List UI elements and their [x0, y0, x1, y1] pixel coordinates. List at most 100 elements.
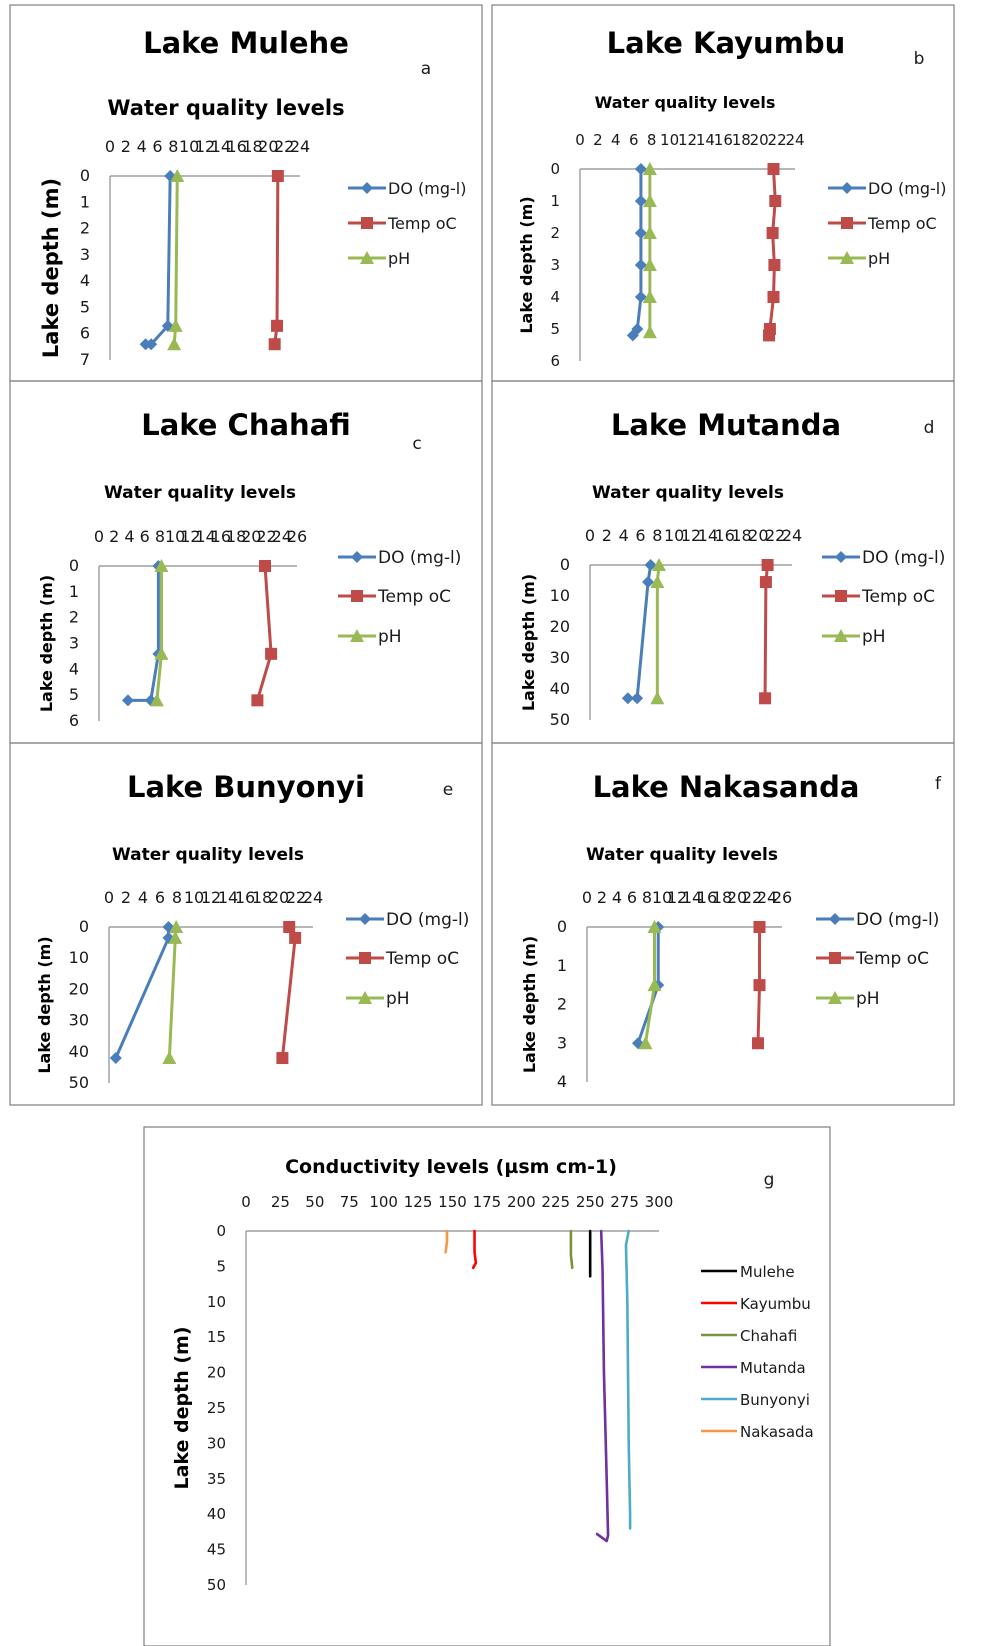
x-tick-label: 14 [218, 888, 238, 907]
y-tick-label: 0 [80, 166, 90, 185]
y-tick-label: 20 [550, 617, 570, 636]
data-point-marker [752, 1037, 764, 1050]
y-tick-label: 50 [550, 710, 570, 729]
data-point-marker [642, 325, 657, 339]
y-tick-label: 40 [207, 1505, 226, 1523]
y-tick-label: 4 [80, 271, 90, 290]
series-line-mutanda [595, 1229, 610, 1543]
series-line-temp-oc [767, 167, 777, 337]
x-tick-label: 14 [696, 131, 715, 149]
x-tick-label: 4 [611, 131, 621, 149]
x-tick-label: 10 [179, 137, 199, 156]
y-axis-label: Lake depth (m) [35, 936, 54, 1073]
x-tick-label: 2 [109, 527, 119, 546]
x-tick-label: 12 [681, 526, 701, 545]
panel-letter: e [443, 780, 453, 800]
x-tick-label: 4 [619, 526, 629, 545]
data-point-marker [265, 647, 278, 660]
data-point-marker [638, 1036, 653, 1050]
legend-label: Temp oC [377, 587, 451, 607]
data-point-marker [634, 259, 647, 271]
x-tick-label: 20 [748, 526, 768, 545]
legend-label: pH [862, 627, 886, 647]
legend-label: pH [868, 249, 890, 268]
legend-label: DO (mg-l) [862, 548, 945, 568]
x-tick-label: 8 [652, 526, 662, 545]
data-point-marker [154, 646, 169, 660]
panel-letter: c [412, 434, 421, 454]
x-tick-label: 24 [303, 888, 323, 907]
x-tick-label: 275 [610, 1193, 639, 1211]
data-point-marker [168, 930, 183, 944]
x-tick-label: 2 [593, 131, 603, 149]
y-tick-label: 1 [550, 192, 560, 210]
x-tick-label: 26 [287, 527, 307, 546]
legend-label: Temp oC [385, 949, 459, 969]
y-tick-label: 2 [80, 219, 90, 238]
x-tick-label: 10 [660, 131, 679, 149]
y-tick-label: 2 [550, 224, 560, 242]
data-point-marker [650, 691, 665, 705]
panel-letter: d [924, 418, 935, 438]
x-tick-label: 25 [271, 1193, 290, 1211]
chart-title: Lake Bunyonyi [127, 770, 365, 804]
data-point-marker [259, 560, 272, 572]
x-tick-label: 12 [667, 888, 687, 907]
x-tick-label: 125 [404, 1193, 433, 1211]
data-point-marker [761, 559, 774, 571]
x-tick-label: 10 [652, 888, 672, 907]
x-tick-label: 6 [635, 526, 645, 545]
data-point-marker [642, 226, 657, 239]
x-tick-label: 12 [678, 131, 697, 149]
y-tick-label: 4 [69, 659, 79, 678]
y-axis-label: Lake depth (m) [520, 936, 539, 1073]
x-tick-label: 0 [585, 526, 595, 545]
x-tick-label: 4 [124, 527, 134, 546]
data-point-marker [162, 1051, 177, 1065]
x-tick-label: 18 [712, 888, 732, 907]
x-tick-label: 22 [274, 137, 294, 156]
data-point-marker [167, 337, 182, 351]
legend-label: pH [378, 627, 402, 647]
data-point-marker [642, 290, 657, 303]
x-tick-label: 8 [172, 888, 182, 907]
data-point-marker [753, 921, 766, 933]
legend-label: pH [388, 249, 410, 268]
data-point-marker [767, 291, 780, 303]
series-line-temp-oc [255, 564, 273, 702]
x-tick-label: 16 [714, 131, 733, 149]
panel-letter: a [421, 59, 431, 79]
data-point-marker [647, 978, 662, 992]
x-tick-label: 100 [369, 1193, 398, 1211]
x-tick-label: 24 [757, 888, 777, 907]
chart-title: Lake Chahafi [141, 408, 351, 442]
y-tick-label: 30 [69, 1011, 89, 1030]
y-tick-label: 20 [207, 1364, 226, 1382]
data-point-marker [276, 1052, 289, 1065]
y-tick-label: 3 [557, 1033, 567, 1052]
y-tick-label: 30 [207, 1434, 226, 1452]
x-tick-label: 10 [165, 527, 185, 546]
x-tick-label: 8 [642, 888, 652, 907]
y-tick-label: 40 [550, 679, 570, 698]
data-point-marker [644, 559, 657, 571]
y-tick-label: 2 [69, 608, 79, 627]
series-line-nakasada [444, 1229, 449, 1254]
y-tick-label: 40 [69, 1042, 89, 1061]
y-tick-label: 1 [80, 192, 90, 211]
x-tick-label: 250 [576, 1193, 605, 1211]
panel-frame [143, 1126, 831, 1646]
y-tick-label: 5 [550, 320, 560, 338]
legend-label: DO (mg-l) [388, 179, 466, 198]
panel-letter: b [914, 49, 925, 69]
y-tick-label: 50 [207, 1576, 226, 1594]
x-tick-label: 175 [473, 1193, 502, 1211]
data-point-marker [767, 163, 780, 175]
y-tick-label: 3 [69, 634, 79, 653]
chart-title: Lake Nakasanda [593, 770, 860, 804]
x-tick-label: 14 [682, 888, 702, 907]
data-point-marker [634, 195, 647, 207]
y-tick-label: 10 [550, 586, 570, 605]
